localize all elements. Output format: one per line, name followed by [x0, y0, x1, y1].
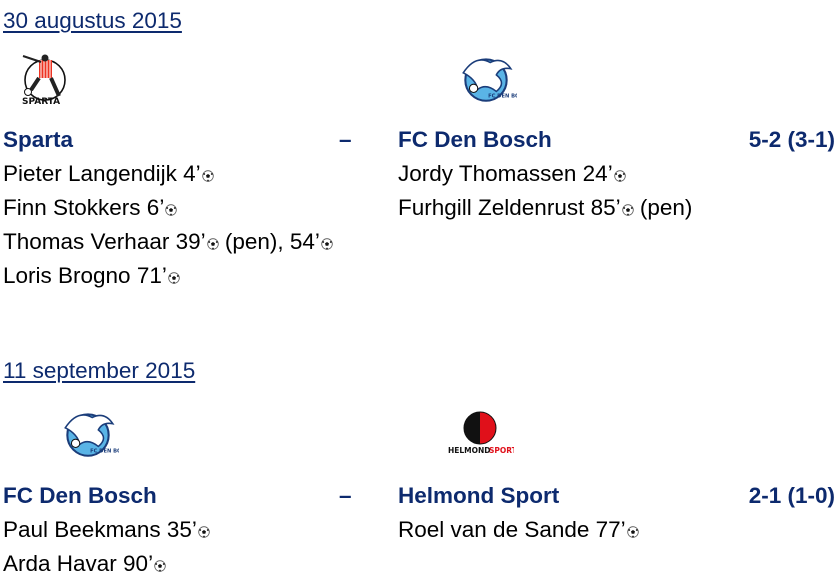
- scorer-text: (pen): [633, 195, 693, 220]
- football-icon: [622, 204, 634, 216]
- scorer-text: Paul Beekmans 35’: [3, 517, 197, 542]
- scorer-line: Finn Stokkers 6’: [3, 195, 177, 221]
- football-icon: [165, 204, 177, 216]
- fc-den-bosch-logo: [455, 52, 517, 104]
- svg-text:HELMOND: HELMOND: [448, 446, 491, 455]
- scorer-text: Pieter Langendijk 4’: [3, 161, 201, 186]
- scorer-text: Arda Havar 90’: [3, 551, 154, 576]
- football-icon: [154, 560, 166, 572]
- score-separator: –: [339, 483, 352, 508]
- football-icon: [614, 170, 626, 182]
- svg-text:SPARTA: SPARTA: [22, 97, 60, 107]
- football-icon: [207, 238, 219, 250]
- home-team-name: Sparta: [3, 127, 74, 152]
- scorer-line: Furhgill Zeldenrust 85’ (pen): [398, 195, 692, 221]
- home-team-name: FC Den Bosch: [3, 483, 157, 508]
- score-separator: –: [339, 127, 352, 152]
- helmond-sport-logo: HELMOND SPORT: [448, 411, 514, 455]
- scorer-text: (pen), 54’: [218, 229, 320, 254]
- match-date: 11 september 2015: [3, 358, 196, 383]
- football-icon: [168, 272, 180, 284]
- match-date: 30 augustus 2015: [3, 8, 182, 33]
- football-icon: [202, 170, 214, 182]
- scorer-text: Finn Stokkers 6’: [3, 195, 165, 220]
- sparta-logo: SPARTA: [22, 54, 66, 107]
- scorer-text: Thomas Verhaar 39’: [3, 229, 206, 254]
- scorer-line: Roel van de Sande 77’: [398, 517, 639, 543]
- svg-text:SPORT: SPORT: [489, 446, 514, 455]
- scorer-text: Jordy Thomassen 24’: [398, 161, 613, 186]
- match-score: 2-1 (1-0): [748, 483, 835, 508]
- away-team-name: Helmond Sport: [398, 483, 560, 508]
- scorer-line: Pieter Langendijk 4’: [3, 161, 214, 187]
- football-icon: [198, 526, 210, 538]
- scorer-text: Furhgill Zeldenrust 85’: [398, 195, 621, 220]
- scorer-text: Loris Brogno 71’: [3, 263, 167, 288]
- football-icon: [627, 526, 639, 538]
- scorer-line: Thomas Verhaar 39’ (pen), 54’: [3, 229, 333, 255]
- scorer-line: Loris Brogno 71’: [3, 263, 180, 289]
- scorer-text: Roel van de Sande 77’: [398, 517, 626, 542]
- fc-den-bosch-logo: [57, 407, 119, 459]
- scorer-line: Arda Havar 90’: [3, 551, 166, 577]
- scorer-line: Paul Beekmans 35’: [3, 517, 210, 543]
- match-score: 5-2 (3-1): [748, 127, 835, 152]
- scorer-line: Jordy Thomassen 24’: [398, 161, 626, 187]
- away-team-name: FC Den Bosch: [398, 127, 552, 152]
- football-icon: [321, 238, 333, 250]
